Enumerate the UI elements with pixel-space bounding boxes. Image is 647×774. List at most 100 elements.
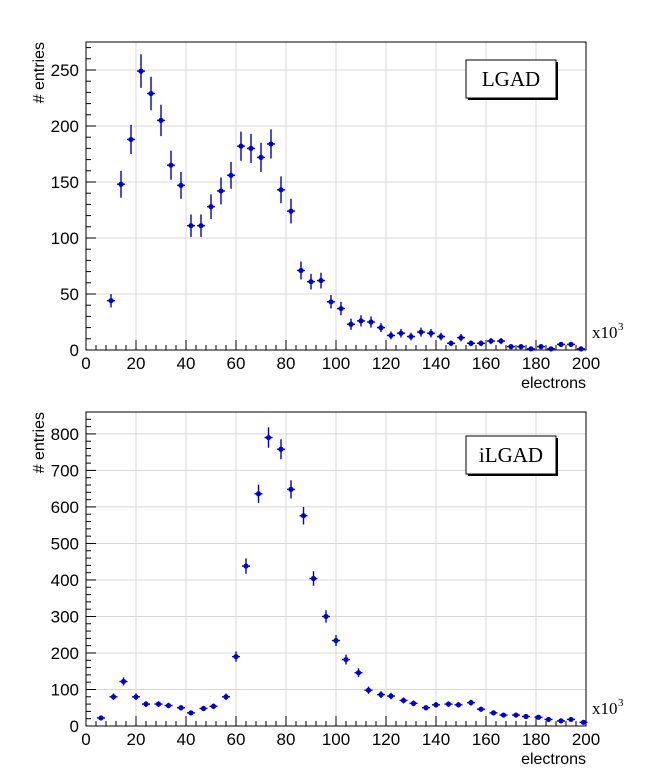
data-point [332, 635, 340, 647]
data-marker [488, 338, 494, 344]
data-marker [233, 654, 239, 660]
data-marker [278, 187, 284, 193]
data-marker [508, 344, 514, 350]
data-marker [535, 714, 542, 720]
data-point [287, 198, 295, 224]
y-tick-label: 150 [51, 173, 79, 192]
data-point [337, 301, 345, 316]
data-marker [188, 223, 194, 229]
data-point [232, 651, 240, 662]
data-marker [210, 703, 217, 709]
data-marker [310, 575, 317, 582]
x-tick-label: 160 [472, 730, 500, 749]
data-point [579, 719, 588, 725]
x-tick-label: 60 [227, 730, 246, 749]
data-marker [218, 188, 224, 194]
data-point [547, 346, 555, 352]
data-point [154, 701, 163, 708]
data-point [534, 714, 543, 720]
legend-box [465, 435, 557, 475]
data-point [407, 332, 415, 341]
data-point [444, 701, 453, 707]
data-marker [143, 701, 149, 707]
data-point [517, 344, 525, 350]
data-point [354, 668, 363, 678]
data-marker [538, 344, 544, 350]
data-marker [578, 346, 584, 352]
x-axis-title: electrons [521, 751, 586, 768]
data-marker [298, 267, 304, 274]
data-marker [198, 223, 204, 229]
data-marker [278, 446, 284, 452]
data-point [387, 331, 395, 340]
data-point [487, 337, 495, 345]
data-marker [308, 279, 314, 285]
data-point [467, 340, 475, 347]
data-point [427, 328, 435, 338]
data-marker [410, 700, 417, 706]
data-marker [265, 434, 272, 441]
data-point [277, 176, 285, 204]
data-marker [433, 702, 439, 708]
data-marker [165, 702, 172, 709]
data-point [97, 715, 105, 721]
data-marker [388, 332, 394, 339]
legend-label: LGAD [482, 67, 540, 91]
data-marker [355, 670, 362, 676]
data-marker [378, 325, 384, 331]
x-tick-label: 20 [127, 354, 146, 373]
y-axis-title: # entries [31, 42, 48, 103]
data-point [177, 171, 185, 199]
data-point [477, 340, 485, 347]
data-marker [423, 705, 429, 711]
data-point [417, 327, 425, 337]
data-point [187, 710, 195, 716]
data-point [489, 710, 498, 716]
x-tick-label: 140 [422, 730, 450, 749]
legend-box [465, 59, 557, 99]
y-tick-label: 50 [60, 285, 79, 304]
data-point [117, 170, 125, 198]
y-tick-label: 100 [51, 680, 79, 699]
data-point [387, 692, 395, 700]
data-point [257, 142, 265, 172]
data-point [209, 703, 218, 710]
y-tick-label: 250 [51, 61, 79, 80]
data-marker [468, 700, 474, 706]
data-point [247, 133, 255, 163]
data-point [119, 677, 128, 686]
data-point [577, 346, 585, 352]
data-point [357, 315, 365, 327]
data-point [499, 712, 508, 718]
y-tick-label: 400 [51, 571, 79, 590]
data-marker [108, 298, 114, 304]
x-multiplier-label: x10 [592, 699, 618, 718]
data-marker [358, 318, 364, 324]
y-tick-label: 0 [70, 341, 79, 360]
data-marker [338, 305, 344, 312]
data-marker [400, 697, 407, 704]
data-marker [388, 693, 394, 699]
data-marker [498, 338, 504, 344]
data-marker [138, 68, 144, 74]
data-point [454, 702, 463, 708]
data-point [522, 713, 530, 720]
data-marker [168, 162, 174, 168]
x-tick-label: 20 [127, 730, 146, 749]
data-marker [258, 154, 264, 160]
x-axis-title: electrons [521, 375, 586, 392]
data-point [277, 439, 285, 460]
data-marker [378, 692, 384, 698]
data-point [164, 702, 173, 709]
data-marker [178, 182, 184, 188]
data-point [317, 272, 325, 289]
data-marker [323, 613, 329, 620]
data-marker [333, 637, 339, 644]
data-marker [300, 513, 307, 519]
data-marker [255, 491, 262, 497]
data-point [109, 693, 118, 701]
data-point [432, 702, 440, 708]
x-tick-label: 180 [522, 730, 550, 749]
